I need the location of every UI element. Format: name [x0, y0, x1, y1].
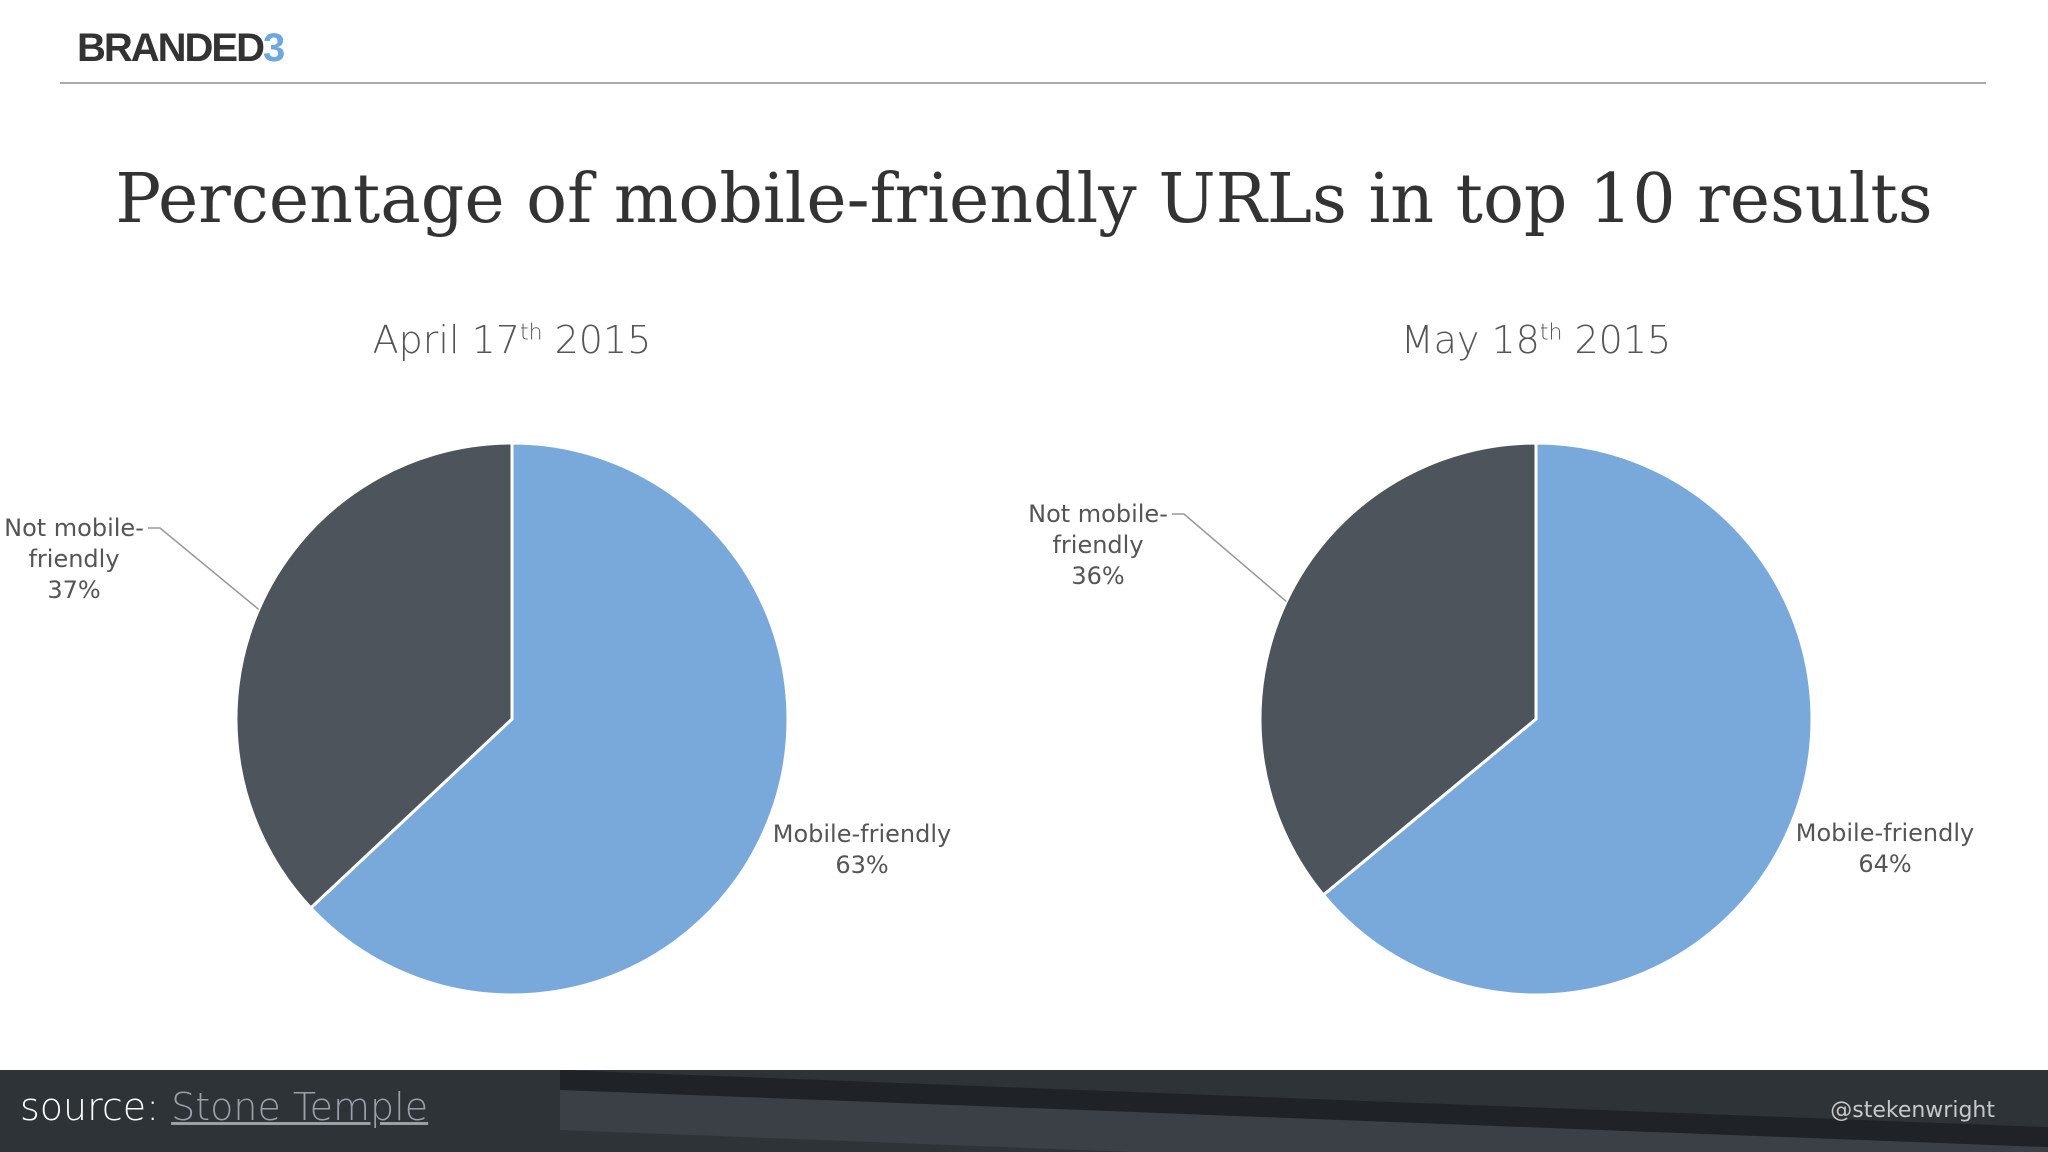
pie-right: Mobile-friendly 64% Not mobile- friendly… — [1028, 441, 1974, 997]
pie-left-label-not-mobile-line2: friendly — [28, 545, 119, 573]
pie-right-value-mobile-friendly: 64% — [1858, 850, 1911, 878]
source-link[interactable]: Stone Temple — [171, 1085, 429, 1129]
header-divider — [60, 82, 1986, 84]
pie-left-slice-not-mobile-friendly — [234, 441, 514, 911]
footer-bar: source: Stone Temple @stekenwright — [0, 1070, 2048, 1152]
pie-left-label-not-mobile-line1: Not mobile- — [4, 514, 144, 542]
pie-left-value-not-mobile: 37% — [47, 576, 100, 604]
pie-right-slice-mobile-friendly — [1321, 441, 1814, 997]
pie-left-value-mobile-friendly: 63% — [835, 851, 888, 879]
twitter-handle: @stekenwright — [1830, 1098, 1995, 1123]
pie-right-label-mobile-friendly: Mobile-friendly — [1796, 819, 1974, 847]
pie-left-title: April 17th 2015 — [372, 318, 652, 362]
pie-right-label-not-mobile-line2: friendly — [1052, 531, 1143, 559]
source-credit: source: Stone Temple — [20, 1085, 428, 1129]
source-prefix: source: — [20, 1085, 159, 1129]
pie-right-leader-line — [1172, 513, 1287, 603]
pie-right-title: May 18th 2015 — [1400, 318, 1672, 362]
pie-left-slice-mobile-friendly — [308, 441, 790, 997]
slide-title: Percentage of mobile-friendly URLs in to… — [115, 160, 1933, 239]
branded3-logo: BRANDED3 — [77, 26, 285, 70]
pie-left-leader-line — [148, 527, 260, 610]
pie-left-label-mobile-friendly: Mobile-friendly — [773, 820, 951, 848]
pie-right-value-not-mobile: 36% — [1071, 562, 1124, 590]
pie-left: Mobile-friendly 63% Not mobile- friendly… — [4, 441, 951, 997]
pie-right-label-not-mobile-line1: Not mobile- — [1028, 500, 1168, 528]
